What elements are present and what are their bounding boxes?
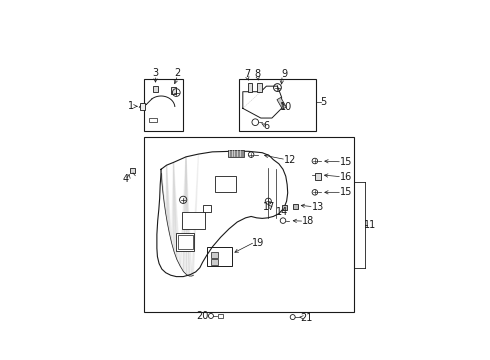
Polygon shape <box>183 157 187 275</box>
Bar <box>239 79 316 131</box>
Text: 21: 21 <box>300 312 313 323</box>
Text: 6: 6 <box>263 121 270 131</box>
Text: 8: 8 <box>254 69 261 79</box>
Bar <box>211 252 218 258</box>
Polygon shape <box>167 165 170 233</box>
Polygon shape <box>161 169 164 204</box>
Polygon shape <box>173 162 177 260</box>
Text: 18: 18 <box>302 216 314 226</box>
Bar <box>153 86 158 92</box>
Polygon shape <box>192 154 198 276</box>
Bar <box>293 204 298 209</box>
Text: 20: 20 <box>196 311 209 321</box>
Bar <box>215 176 236 192</box>
Text: 11: 11 <box>364 220 376 230</box>
Bar <box>203 204 211 212</box>
Polygon shape <box>180 157 186 271</box>
Bar <box>145 138 354 312</box>
Bar <box>257 84 262 92</box>
Text: 3: 3 <box>152 68 159 78</box>
Text: 15: 15 <box>340 157 352 167</box>
Text: 17: 17 <box>263 202 275 212</box>
Bar <box>148 118 157 122</box>
Text: 4: 4 <box>123 174 129 184</box>
Bar <box>218 314 222 318</box>
Text: 19: 19 <box>252 238 264 248</box>
Text: 14: 14 <box>276 207 289 217</box>
Bar <box>211 260 218 265</box>
Bar <box>172 87 176 94</box>
Polygon shape <box>186 157 189 276</box>
Bar <box>176 233 195 251</box>
Bar <box>227 150 244 157</box>
Bar <box>315 173 321 180</box>
Text: 10: 10 <box>280 102 292 112</box>
Polygon shape <box>161 169 163 193</box>
Bar <box>145 79 183 131</box>
Bar <box>130 168 135 173</box>
Text: 2: 2 <box>174 68 181 78</box>
Polygon shape <box>161 169 166 214</box>
Text: 13: 13 <box>312 202 324 212</box>
Text: 5: 5 <box>320 97 326 107</box>
Bar <box>182 212 205 229</box>
Polygon shape <box>172 162 174 252</box>
Bar <box>277 98 286 109</box>
Polygon shape <box>186 157 192 276</box>
Text: 7: 7 <box>244 69 250 79</box>
Polygon shape <box>166 165 168 223</box>
Bar <box>247 84 252 92</box>
Polygon shape <box>161 169 162 182</box>
Text: 12: 12 <box>284 155 296 165</box>
Text: 9: 9 <box>281 69 288 79</box>
Polygon shape <box>167 165 172 243</box>
Text: 16: 16 <box>340 172 352 182</box>
Bar <box>178 235 193 249</box>
Text: 1: 1 <box>127 101 134 111</box>
Bar <box>207 247 232 266</box>
Text: 15: 15 <box>340 187 352 197</box>
Polygon shape <box>173 162 180 266</box>
Bar <box>282 205 287 210</box>
Bar <box>140 103 145 109</box>
